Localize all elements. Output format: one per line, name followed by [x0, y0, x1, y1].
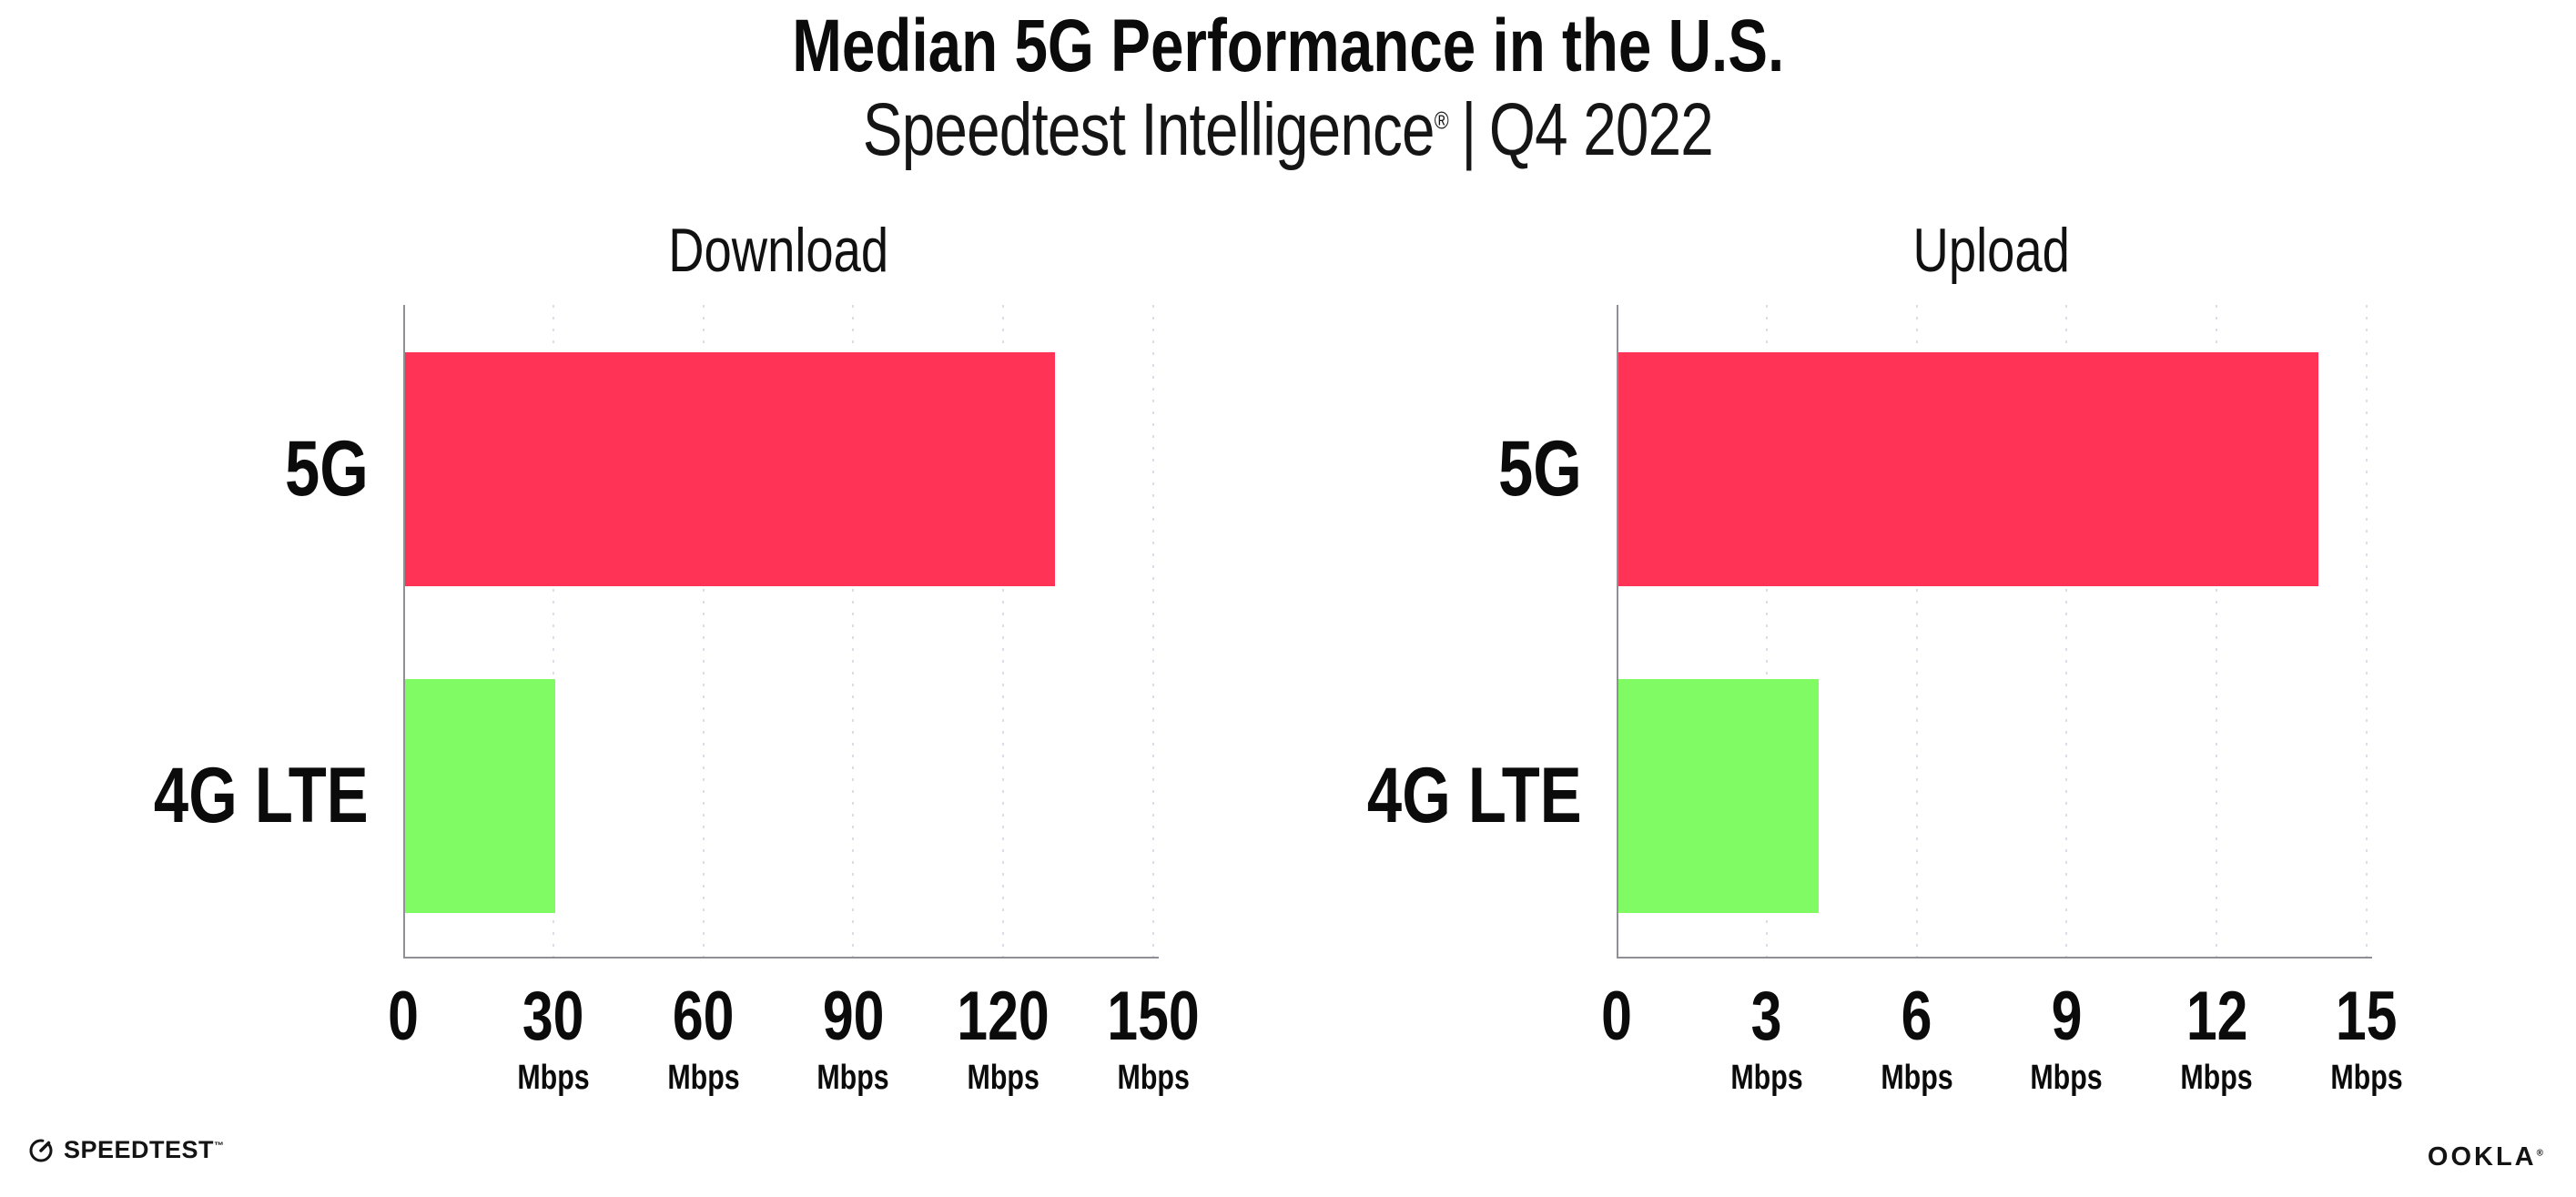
y-axis-line [403, 305, 405, 959]
download-chart-title: Download [668, 216, 888, 285]
upload-x-tick: 0 [1601, 978, 1632, 1055]
upload-x-tick: 12 Mbps [2180, 978, 2253, 1097]
page-title-text: Median 5G Performance in the U.S. [792, 5, 1784, 87]
upload-x-tick: 6 Mbps [1880, 978, 1953, 1097]
trademark-mark: ™ [214, 1141, 225, 1151]
gridline [1002, 305, 1005, 968]
download-x-tick: 60 Mbps [666, 978, 740, 1097]
y-axis-line [1617, 305, 1618, 959]
upload-x-tick: 3 Mbps [1730, 978, 1803, 1097]
upload-row-label-5g: 5G [1498, 425, 1582, 512]
page-subtitle: Speedtest Intelligence® | Q4 2022 [0, 88, 2576, 171]
download-4g-lte-bar [405, 679, 555, 913]
upload-chart: 5G 4G LTE 0 3 Mbps 6 Mbps 9 Mbps 12 Mbps… [1367, 305, 2403, 1095]
gridline [702, 305, 705, 968]
download-x-tick: 90 Mbps [816, 978, 890, 1097]
download-row-label-5g: 5G [285, 425, 369, 512]
upload-4g-lte-bar [1618, 679, 1819, 913]
download-x-tick: 30 Mbps [517, 978, 590, 1097]
subtitle-brand: Speedtest Intelligence [862, 88, 1435, 171]
speedtest-gauge-icon [27, 1137, 55, 1164]
gridline [552, 305, 554, 968]
speedtest-logo: SPEEDTEST™ [27, 1136, 225, 1164]
upload-x-tick: 15 Mbps [2330, 978, 2403, 1097]
download-5g-bar [405, 352, 1056, 586]
download-x-tick: 120 Mbps [957, 978, 1050, 1097]
ookla-wordmark: OOKLA [2427, 1142, 2537, 1172]
registered-mark: ® [1434, 107, 1449, 135]
gridline [2366, 305, 2368, 968]
download-chart: 5G 4G LTE 0 30 Mbps 60 Mbps 90 Mbps 120 … [154, 305, 1200, 1095]
upload-row-label-4g-lte: 4G LTE [1367, 752, 1582, 839]
gridline [1765, 305, 1768, 968]
x-axis-line [1617, 957, 2372, 959]
upload-5g-bar [1618, 352, 2319, 586]
gridline [2216, 305, 2218, 968]
gridline [1152, 305, 1154, 968]
subtitle-separator: | [1461, 88, 1476, 171]
page-subtitle-text: Speedtest Intelligence® | Q4 2022 [862, 88, 1714, 171]
subtitle-period: Q4 2022 [1489, 88, 1714, 171]
gridline [2065, 305, 2068, 968]
speedtest-wordmark: SPEEDTEST™ [64, 1136, 225, 1163]
gridline [1915, 305, 1918, 968]
download-x-tick: 0 [388, 978, 419, 1055]
x-axis-line [403, 957, 1159, 959]
gridline [852, 305, 855, 968]
ookla-logo: OOKLA® [2428, 1142, 2543, 1172]
download-row-label-4g-lte: 4G LTE [154, 752, 369, 839]
page-title: Median 5G Performance in the U.S. [0, 5, 2576, 87]
upload-x-tick: 9 Mbps [2030, 978, 2104, 1097]
registered-mark: ® [2536, 1148, 2543, 1159]
upload-chart-title: Upload [1912, 216, 2071, 285]
download-x-tick: 150 Mbps [1107, 978, 1200, 1097]
